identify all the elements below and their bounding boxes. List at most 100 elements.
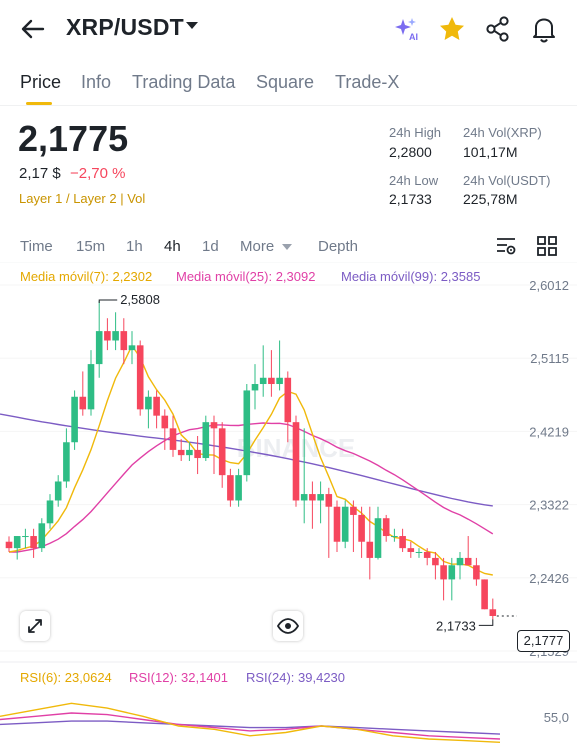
tag-vol[interactable]: Vol <box>127 191 146 206</box>
candle-body <box>448 565 456 580</box>
low-label: 24h Low <box>389 173 439 188</box>
candle-body <box>317 494 324 501</box>
candle-body <box>325 494 333 507</box>
candle-body <box>235 475 242 501</box>
fiat-price: 2,17 $ <box>19 165 61 182</box>
candle-body <box>194 449 201 459</box>
candle-body <box>251 384 259 391</box>
ma7-line <box>8 344 493 576</box>
indicator-settings-icon[interactable] <box>494 234 518 258</box>
high-marker-label: 2,5808 <box>120 292 160 307</box>
tf-depth[interactable]: Depth <box>318 238 359 255</box>
tf-15m[interactable]: 15m <box>76 238 106 255</box>
rsi12-legend: RSI(12): 32,1401 <box>129 670 229 685</box>
ma99-legend: Media móvil(99): 2,3585 <box>341 269 481 284</box>
visibility-button[interactable] <box>273 611 303 641</box>
tab-price[interactable]: Price <box>20 72 62 92</box>
candle-body <box>366 541 374 558</box>
candle-body <box>374 518 382 558</box>
ai-sparkle-icon[interactable]: AI <box>392 14 422 44</box>
low-value: 2,1733 <box>389 191 432 207</box>
candle-body <box>227 475 234 501</box>
tab-square[interactable]: Square <box>256 72 315 92</box>
candle-body <box>153 396 160 416</box>
candle-body <box>169 428 177 450</box>
candle-body <box>489 609 497 616</box>
grid-layout-icon[interactable] <box>535 234 559 258</box>
back-arrow-icon[interactable] <box>18 14 48 44</box>
y-tick-label: 2,4219 <box>529 424 569 439</box>
rsi6-legend: RSI(6): 23,0624 <box>20 670 112 685</box>
candle-body <box>309 494 316 501</box>
vol-base-label: 24h Vol(XRP) <box>463 125 542 140</box>
price-change: −2,70 % <box>70 165 126 182</box>
expand-icon <box>28 619 42 633</box>
candle-body <box>407 548 415 552</box>
vol-base-value: 101,17M <box>463 144 518 160</box>
candle-body <box>177 449 185 456</box>
tab-info[interactable]: Info <box>81 72 112 92</box>
ma25-line <box>9 422 494 553</box>
low-marker-label: 2,1733 <box>436 618 476 633</box>
candle-body <box>46 500 54 524</box>
candle-body <box>415 551 423 553</box>
tf-4h[interactable]: 4h <box>164 238 181 255</box>
pair-dropdown-icon[interactable] <box>186 22 198 29</box>
candle-body <box>350 506 357 515</box>
candle-body <box>358 514 365 542</box>
candle-body <box>63 442 70 482</box>
tf-1h[interactable]: 1h <box>126 238 143 255</box>
fullscreen-button[interactable] <box>20 611 50 641</box>
high-value: 2,2800 <box>389 144 432 160</box>
candle-body <box>456 557 464 566</box>
candle-body <box>391 536 398 538</box>
tf-time[interactable]: Time <box>20 238 53 255</box>
share-icon[interactable] <box>483 14 513 44</box>
last-price: 2,1775 <box>18 118 129 159</box>
tab-trading-data[interactable]: Trading Data <box>132 72 236 92</box>
tag-layer[interactable]: Layer 1 / Layer 2 <box>19 191 117 206</box>
ai-label: AI <box>409 32 418 42</box>
y-tick-label: 2,6012 <box>529 278 569 293</box>
candle-body <box>432 557 439 566</box>
candle-body <box>210 422 218 429</box>
top-bar: XRP/USDT AI <box>0 0 577 58</box>
rsi24-line <box>0 720 501 735</box>
vol-quote-label: 24h Vol(USDT) <box>463 173 551 188</box>
candle-body <box>30 536 37 549</box>
rsi-tick-label: 55,0 <box>544 710 569 725</box>
candle-body <box>382 518 390 537</box>
high-marker-line <box>98 299 118 303</box>
candle-body <box>259 377 267 385</box>
candlestick-chart[interactable]: BINANCE 2,60122,51152,42192,33222,24262,… <box>0 262 577 752</box>
pair-title[interactable]: XRP/USDT <box>66 14 184 40</box>
candle-body <box>87 364 95 410</box>
active-tab-indicator <box>26 102 52 105</box>
y-tick-label: 2,3322 <box>529 498 569 513</box>
y-tick-label: 2,5115 <box>530 351 569 366</box>
low-marker-line <box>478 619 494 626</box>
candle-body <box>161 415 169 429</box>
candle-body <box>38 523 46 549</box>
tab-bar: Price Info Trading Data Square Trade-X <box>0 60 577 106</box>
candle-body <box>5 541 13 549</box>
favorite-star-icon[interactable] <box>437 14 467 44</box>
candle-body <box>136 345 144 410</box>
rsi-lines: 55,0 <box>0 702 569 743</box>
category-tags: Layer 1 / Layer 2 | Vol <box>19 191 146 206</box>
candle-body <box>186 449 193 456</box>
eye-icon <box>276 618 300 634</box>
candle-body <box>292 422 300 501</box>
candle-body <box>79 396 87 410</box>
ma7-legend: Media móvil(7): 2,2302 <box>20 269 153 284</box>
candle-body <box>128 345 136 351</box>
candle-body <box>22 536 29 538</box>
tab-trade-x[interactable]: Trade-X <box>335 72 400 92</box>
candle-body <box>243 390 251 476</box>
candle-body <box>120 331 128 351</box>
tf-more[interactable]: More <box>240 238 275 255</box>
candle-body <box>145 396 152 410</box>
bell-icon[interactable] <box>529 14 559 44</box>
tf-1d[interactable]: 1d <box>202 238 219 255</box>
candle-body <box>202 422 210 459</box>
